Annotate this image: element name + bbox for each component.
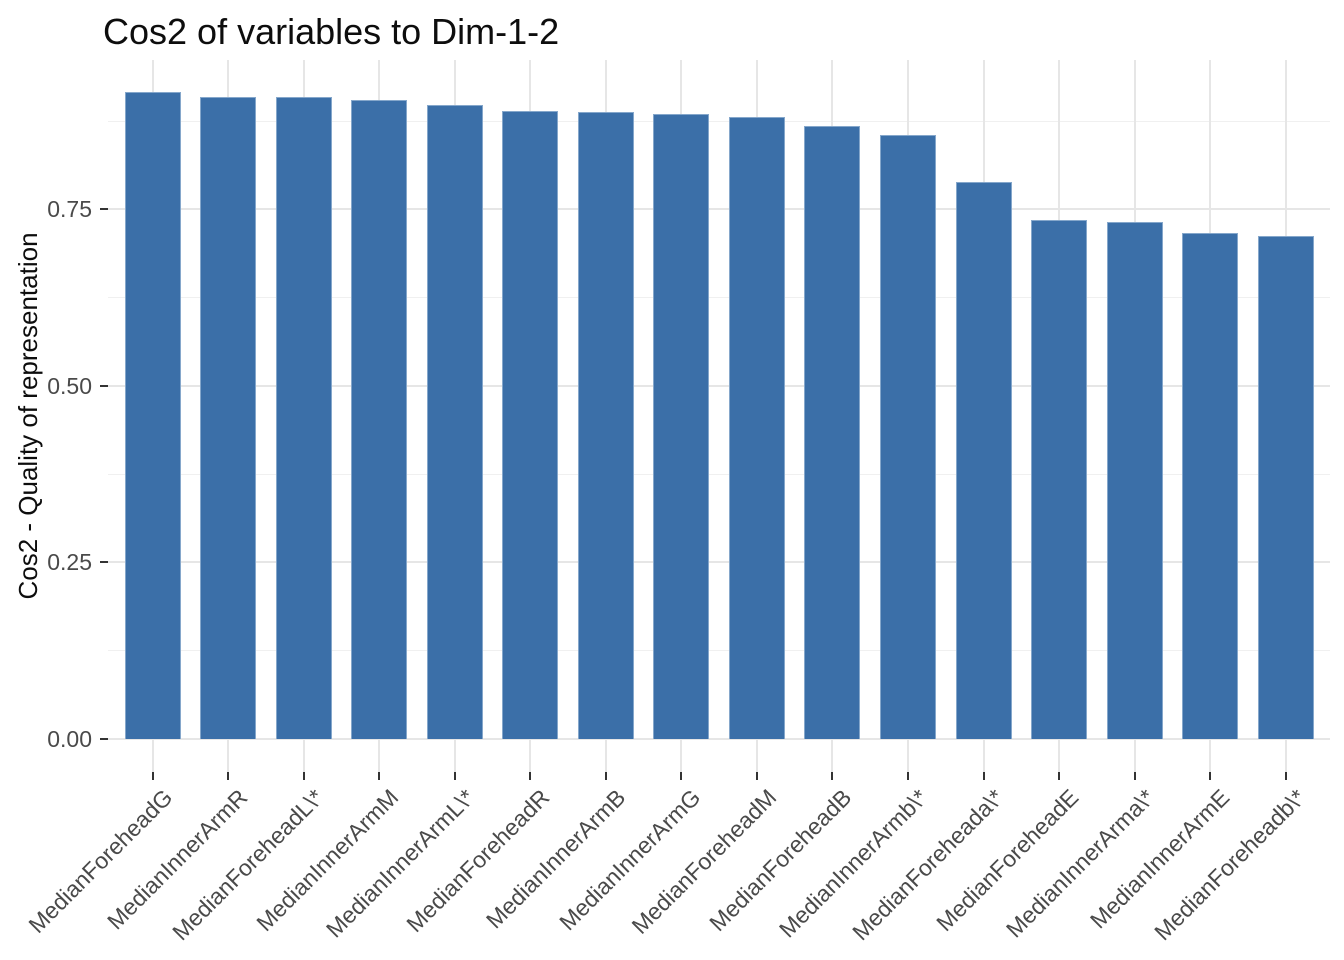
bar	[1031, 219, 1088, 739]
chart-title: Cos2 of variables to Dim-1-2	[103, 11, 560, 52]
x-axis-tick	[1284, 772, 1287, 780]
x-axis-tick	[1133, 772, 1136, 780]
bar	[351, 99, 408, 739]
x-axis-tick	[378, 772, 381, 780]
x-axis-tick	[453, 772, 456, 780]
y-axis-title: Cos2 - Quality of representation	[13, 232, 43, 600]
bar	[1106, 222, 1163, 739]
bar	[502, 110, 559, 739]
bar	[124, 91, 181, 739]
bar	[880, 134, 936, 739]
minor-gridline	[108, 297, 1330, 299]
minor-gridline	[108, 473, 1330, 475]
y-tick-label: 0.75	[47, 196, 92, 223]
x-axis-tick	[680, 772, 683, 780]
x-axis-tick	[604, 772, 607, 780]
x-axis-tick	[302, 772, 305, 780]
x-axis-tick	[982, 772, 985, 780]
x-axis-tick	[1209, 772, 1212, 780]
x-axis-tick	[151, 772, 154, 780]
y-tick-label: 0.50	[47, 372, 92, 399]
y-axis-tick	[100, 384, 108, 387]
major-gridline	[108, 737, 1330, 740]
bar	[426, 105, 483, 739]
bar	[1257, 235, 1314, 739]
major-gridline	[108, 208, 1330, 211]
bar	[955, 182, 1012, 739]
x-axis-tick	[755, 772, 758, 780]
y-tick-label: 0.00	[47, 725, 92, 752]
plot-panel	[108, 60, 1330, 772]
major-gridline	[108, 561, 1330, 564]
x-axis-tick	[907, 772, 909, 780]
y-axis-tick	[100, 561, 108, 564]
bar	[653, 114, 710, 739]
x-axis-tick	[529, 772, 532, 780]
bar	[577, 111, 634, 739]
bar	[804, 126, 861, 739]
x-axis-tick	[227, 772, 230, 780]
x-axis-tick	[1058, 772, 1061, 780]
major-gridline	[108, 384, 1330, 387]
y-tick-label: 0.25	[47, 549, 92, 576]
y-axis-tick	[100, 208, 108, 211]
minor-gridline	[108, 120, 1330, 122]
minor-gridline	[108, 650, 1330, 652]
bar	[275, 97, 332, 739]
y-axis-tick	[100, 737, 108, 740]
bar	[200, 96, 257, 739]
bar	[1182, 233, 1239, 739]
x-axis-tick	[831, 772, 834, 780]
bar	[728, 116, 785, 739]
